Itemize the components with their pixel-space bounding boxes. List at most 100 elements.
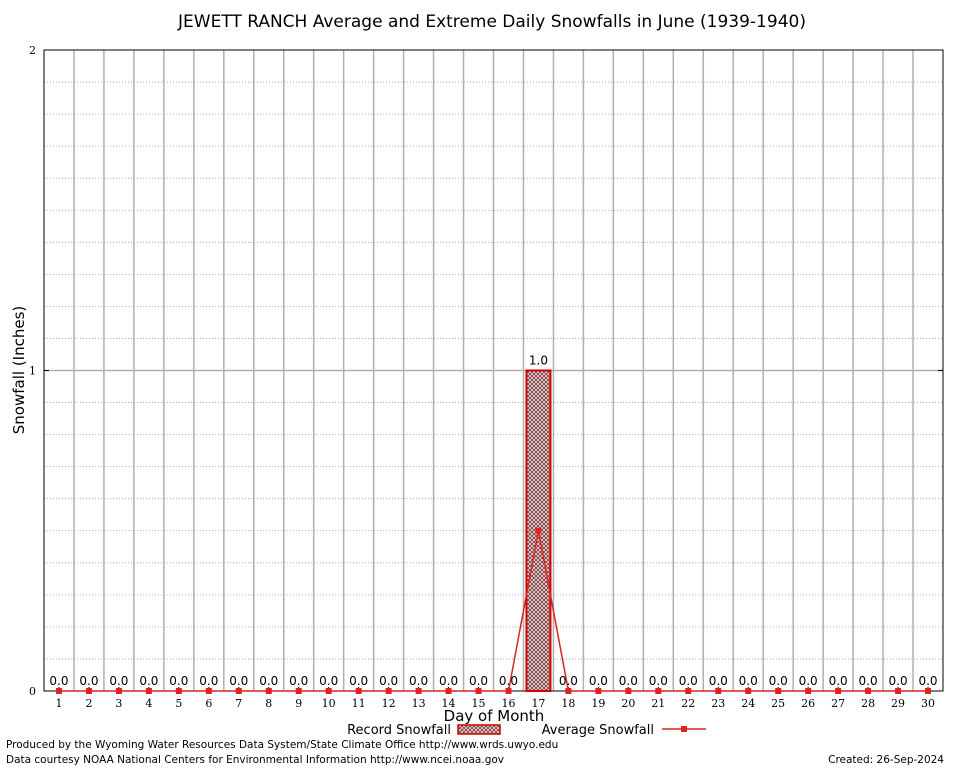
x-tick-label: 14	[442, 697, 456, 710]
x-tick-label: 21	[651, 697, 665, 710]
average-line	[55, 527, 932, 694]
average-point	[205, 688, 212, 694]
average-point	[925, 688, 932, 694]
data-label: 0.0	[439, 674, 458, 688]
average-point	[175, 688, 182, 694]
data-label: 0.0	[859, 674, 878, 688]
x-tick-label: 20	[621, 697, 635, 710]
average-point	[625, 688, 632, 694]
average-point	[865, 688, 872, 694]
data-label: 0.0	[139, 674, 158, 688]
data-label: 0.0	[319, 674, 338, 688]
x-tick-label: 28	[861, 697, 875, 710]
x-tick-label: 6	[205, 697, 212, 710]
average-point	[355, 688, 362, 694]
y-tick-label: 0	[29, 685, 36, 698]
legend-record-label: Record Snowfall	[347, 723, 451, 738]
average-point	[295, 688, 302, 694]
average-point	[895, 688, 902, 694]
x-tick-label: 29	[891, 697, 905, 710]
legend: Record Snowfall Average Snowfall	[347, 723, 706, 738]
data-label: 0.0	[709, 674, 728, 688]
x-tick-label: 8	[265, 697, 272, 710]
x-tick-label: 7	[235, 697, 242, 710]
data-label: 0.0	[829, 674, 848, 688]
average-point	[535, 527, 542, 534]
data-label: 0.0	[918, 674, 937, 688]
x-tick-label: 18	[561, 697, 575, 710]
average-line-path	[58, 530, 929, 692]
chart-title: JEWETT RANCH Average and Extreme Daily S…	[177, 12, 806, 32]
average-point	[85, 688, 92, 694]
data-label: 0.0	[499, 674, 518, 688]
data-label: 0.0	[589, 674, 608, 688]
x-tick-label: 12	[382, 697, 396, 710]
data-label: 0.0	[49, 674, 68, 688]
average-point	[505, 688, 512, 694]
x-tick-label: 17	[531, 697, 545, 710]
data-label: 0.0	[259, 674, 278, 688]
x-tick-label: 4	[145, 697, 152, 710]
average-point	[805, 688, 812, 694]
data-label: 0.0	[739, 674, 758, 688]
data-label: 0.0	[289, 674, 308, 688]
x-tick-label: 30	[921, 697, 935, 710]
x-tick-label: 26	[801, 697, 815, 710]
average-point	[325, 688, 332, 694]
y-tick-label: 1	[29, 365, 36, 378]
average-point	[115, 688, 122, 694]
x-tick-label: 9	[295, 697, 302, 710]
x-tick-label: 1	[55, 697, 62, 710]
average-point	[775, 688, 782, 694]
x-axis: 1 2 3 4 5 6 7 8 9 10 11 12 13 14 15 16 17 18 19 20 21 22 23 24 2…	[55, 687, 935, 710]
x-tick-label: 25	[771, 697, 785, 710]
average-point	[235, 688, 242, 694]
y-tick-label: 2	[29, 44, 36, 57]
average-point	[145, 688, 152, 694]
footer-courtesy: Data courtesy NOAA National Centers for …	[6, 754, 504, 766]
x-tick-label: 3	[115, 697, 122, 710]
x-tick-label: 23	[711, 697, 725, 710]
x-tick-label: 10	[322, 697, 336, 710]
data-label: 0.0	[79, 674, 98, 688]
data-label: 0.0	[799, 674, 818, 688]
data-label: 0.0	[379, 674, 398, 688]
x-tick-label: 27	[831, 697, 845, 710]
average-point	[745, 688, 752, 694]
x-tick-label: 5	[175, 697, 182, 710]
average-point	[835, 688, 842, 694]
average-point	[655, 688, 662, 694]
x-tick-label: 24	[741, 697, 755, 710]
legend-average-label: Average Snowfall	[542, 723, 654, 738]
data-label: 0.0	[679, 674, 698, 688]
average-point	[265, 688, 272, 694]
footer-produced-by: Produced by the Wyoming Water Resources …	[6, 739, 558, 751]
x-axis-label: Day of Month	[444, 707, 545, 725]
average-point	[445, 688, 452, 694]
average-point	[715, 688, 722, 694]
average-point	[55, 688, 62, 694]
y-axis: 0 1 2	[29, 44, 943, 698]
legend-average-marker	[681, 726, 687, 732]
x-tick-label: 11	[352, 697, 366, 710]
data-label: 0.0	[169, 674, 188, 688]
data-label: 0.0	[109, 674, 128, 688]
data-label: 0.0	[469, 674, 488, 688]
average-point	[385, 688, 392, 694]
x-tick-label: 19	[591, 697, 605, 710]
data-labels: 0.0 0.0 0.0 0.0 0.0 0.0 0.0 0.0 0.0 0.0 0.0 0.0 0.0 0…	[49, 354, 937, 689]
average-point	[415, 688, 422, 694]
data-label: 0.0	[559, 674, 578, 688]
x-tick-label: 13	[412, 697, 426, 710]
legend-record-swatch	[457, 724, 501, 735]
x-tick-label: 2	[85, 697, 92, 710]
data-label: 0.0	[409, 674, 428, 688]
data-label: 0.0	[769, 674, 788, 688]
x-tick-label: 16	[501, 697, 515, 710]
x-tick-label: 15	[472, 697, 486, 710]
data-label: 0.0	[199, 674, 218, 688]
y-axis-label: Snowfall (Inches)	[10, 306, 28, 434]
data-label: 0.0	[619, 674, 638, 688]
grid-lines	[44, 50, 943, 691]
